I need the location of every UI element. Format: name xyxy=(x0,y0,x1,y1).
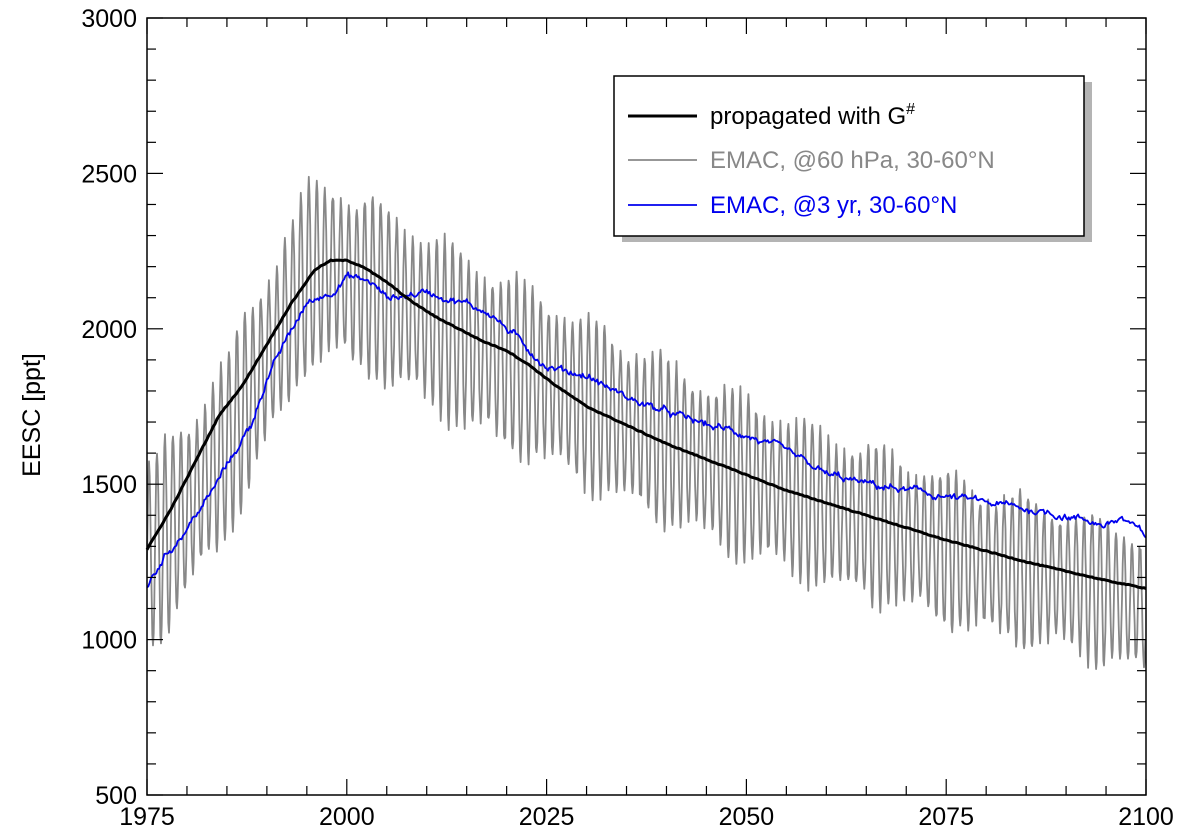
legend-box xyxy=(613,75,1085,237)
y-tick-label: 500 xyxy=(95,782,137,810)
x-tick-label: 2075 xyxy=(918,803,974,831)
y-tick-label: 1000 xyxy=(81,627,137,655)
legend-label-propagated: propagated with G# xyxy=(710,101,915,130)
y-axis-title: EESC [ppt] xyxy=(18,353,46,477)
plot-frame xyxy=(146,17,1147,796)
y-tick-label: 2500 xyxy=(81,160,137,188)
series-layer xyxy=(145,175,1147,670)
y-tick-label: 3000 xyxy=(81,5,137,33)
x-tick-label: 2050 xyxy=(719,803,775,831)
x-tick-label: 2000 xyxy=(319,803,375,831)
series-line-emac-60hpa xyxy=(146,175,1147,670)
series-line-emac-3yr xyxy=(146,271,1147,589)
x-tick-label: 1975 xyxy=(119,803,175,831)
y-tick-label: 2000 xyxy=(81,316,137,344)
x-tick-label: 2100 xyxy=(1118,803,1174,831)
series-line-propagated xyxy=(145,258,1147,591)
ticks-layer xyxy=(146,17,1147,796)
legend-label-emac-3yr: EMAC, @3 yr, 30-60°N xyxy=(710,192,957,219)
x-tick-label: 2025 xyxy=(519,803,575,831)
legend: propagated with G# EMAC, @60 hPa, 30-60°… xyxy=(613,75,1092,242)
y-tick-label: 1500 xyxy=(81,471,137,499)
legend-label-emac-60hpa: EMAC, @60 hPa, 30-60°N xyxy=(710,147,995,174)
labels-layer: 1975 2000 2025 2050 2075 2100 500 1000 1500 2000 2… xyxy=(81,5,1173,831)
